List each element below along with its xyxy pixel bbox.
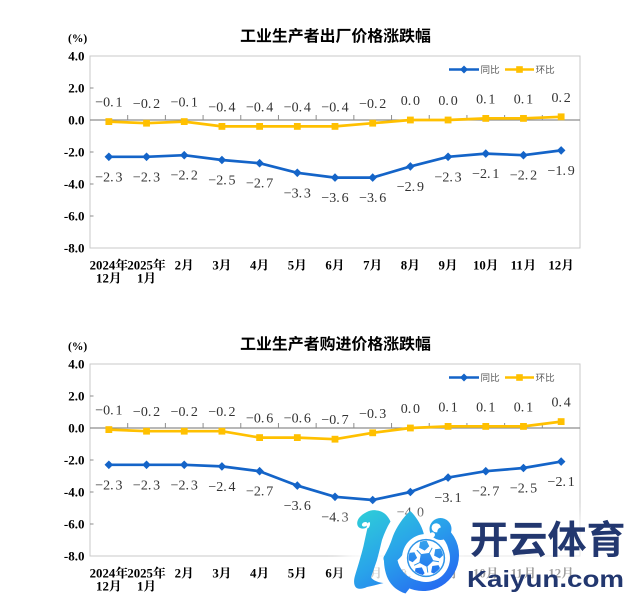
svg-text:−0.4: −0. 4 bbox=[246, 100, 273, 115]
svg-text:0.1: 0. 1 bbox=[514, 400, 533, 415]
svg-text:0.0: 0.0 bbox=[401, 402, 420, 417]
svg-text:−0.7: −0. 7 bbox=[321, 413, 348, 428]
svg-text:−2.3: −2. 3 bbox=[133, 170, 160, 185]
svg-text:−2.3: −2. 3 bbox=[133, 478, 160, 493]
svg-text:0.0: 0.0 bbox=[68, 113, 84, 128]
svg-text:−0.2: −0. 2 bbox=[133, 405, 160, 420]
svg-text:12: 12 bbox=[548, 259, 561, 273]
svg-text:−3.6: −3. 6 bbox=[359, 191, 386, 206]
svg-text:1: 1 bbox=[137, 272, 143, 286]
svg-text:-8.0: -8.0 bbox=[64, 241, 85, 256]
svg-text:−0.2: −0. 2 bbox=[171, 405, 198, 420]
svg-text:12: 12 bbox=[96, 272, 109, 286]
svg-text:2.0: 2.0 bbox=[68, 389, 84, 404]
svg-text:0.1: 0. 1 bbox=[514, 92, 533, 107]
svg-text:1: 1 bbox=[137, 580, 143, 594]
svg-text:3: 3 bbox=[212, 259, 218, 273]
svg-text:2: 2 bbox=[175, 259, 181, 273]
svg-text:-4.0: -4.0 bbox=[64, 485, 85, 500]
svg-text:−0.1: −0. 1 bbox=[95, 404, 122, 419]
svg-text:−0.4: −0. 4 bbox=[208, 100, 235, 115]
svg-text:−0.4: −0. 4 bbox=[284, 100, 311, 115]
svg-text:−2.1: −2. 1 bbox=[472, 167, 499, 182]
svg-text:5: 5 bbox=[288, 567, 294, 581]
svg-text:8: 8 bbox=[401, 259, 407, 273]
svg-text:−3.1: −3. 1 bbox=[434, 491, 461, 506]
svg-text:Kaiyun.com: Kaiyun.com bbox=[467, 566, 624, 592]
svg-text:-4.0: -4.0 bbox=[64, 177, 85, 192]
svg-text:−2.3: −2. 3 bbox=[171, 478, 198, 493]
svg-text:0.2: 0. 2 bbox=[552, 91, 571, 106]
svg-text:−2.3: −2. 3 bbox=[95, 170, 122, 185]
svg-text:-6.0: -6.0 bbox=[64, 209, 85, 224]
svg-text:-6.0: -6.0 bbox=[64, 517, 85, 532]
svg-text:−3.6: −3. 6 bbox=[284, 499, 311, 514]
svg-text:0.0: 0.0 bbox=[68, 421, 84, 436]
svg-text:−2.7: −2. 7 bbox=[246, 485, 273, 500]
svg-text:0.0: 0.0 bbox=[438, 94, 457, 109]
svg-text:4: 4 bbox=[250, 259, 257, 273]
svg-text:4.0: 4.0 bbox=[68, 357, 84, 372]
svg-text:−0.1: −0. 1 bbox=[171, 96, 198, 111]
svg-text:2025: 2025 bbox=[127, 567, 153, 581]
svg-text:−4.3: −4. 3 bbox=[321, 510, 348, 525]
svg-text:−3.6: −3. 6 bbox=[321, 191, 348, 206]
svg-text:−2.9: −2. 9 bbox=[397, 180, 424, 195]
svg-text:−2.1: −2. 1 bbox=[548, 475, 575, 490]
svg-text:0.1: 0. 1 bbox=[476, 92, 495, 107]
svg-text:−2.2: −2. 2 bbox=[171, 169, 198, 184]
svg-text:−0.2: −0. 2 bbox=[359, 97, 386, 112]
svg-text:−0.1: −0. 1 bbox=[95, 96, 122, 111]
svg-text:4: 4 bbox=[250, 567, 257, 581]
svg-text:−2.3: −2. 3 bbox=[434, 170, 461, 185]
svg-text:10: 10 bbox=[473, 259, 486, 273]
svg-text:−1.9: −1. 9 bbox=[548, 164, 575, 179]
svg-text:2025: 2025 bbox=[127, 259, 153, 273]
svg-text:−2.4: −2. 4 bbox=[208, 480, 235, 495]
svg-text:0.1: 0. 1 bbox=[476, 400, 495, 415]
svg-text:0.0: 0.0 bbox=[401, 94, 420, 109]
svg-text:−0.4: −0. 4 bbox=[321, 100, 348, 115]
svg-text:−3.3: −3. 3 bbox=[284, 186, 311, 201]
svg-text:−2.7: −2. 7 bbox=[472, 485, 499, 500]
svg-text:7: 7 bbox=[363, 259, 370, 273]
svg-text:5: 5 bbox=[288, 259, 294, 273]
svg-text:6: 6 bbox=[325, 259, 332, 273]
svg-text:2024: 2024 bbox=[90, 259, 116, 273]
svg-text:3: 3 bbox=[212, 567, 218, 581]
svg-text:2.0: 2.0 bbox=[68, 81, 84, 96]
svg-text:9: 9 bbox=[438, 259, 444, 273]
svg-text:2: 2 bbox=[175, 567, 181, 581]
svg-text:−0.3: −0. 3 bbox=[359, 407, 386, 422]
svg-text:0.1: 0. 1 bbox=[438, 400, 457, 415]
svg-text:11: 11 bbox=[511, 259, 523, 273]
svg-text:6: 6 bbox=[325, 567, 332, 581]
svg-text:-2.0: -2.0 bbox=[64, 453, 85, 468]
svg-text:4.0: 4.0 bbox=[68, 49, 84, 64]
svg-text:−2.5: −2. 5 bbox=[208, 174, 235, 189]
svg-text:−0.2: −0. 2 bbox=[208, 405, 235, 420]
svg-text:−2.3: −2. 3 bbox=[95, 478, 122, 493]
svg-text:-8.0: -8.0 bbox=[64, 549, 85, 564]
svg-text:−0.6: −0. 6 bbox=[284, 412, 311, 427]
svg-text:−2.7: −2. 7 bbox=[246, 177, 273, 192]
svg-text:−0.6: −0. 6 bbox=[246, 412, 273, 427]
svg-text:12: 12 bbox=[96, 580, 109, 594]
svg-text:(%): (%) bbox=[68, 341, 87, 353]
svg-text:0.4: 0. 4 bbox=[552, 396, 571, 411]
svg-text:−2.5: −2. 5 bbox=[510, 482, 537, 497]
svg-text:−2.2: −2. 2 bbox=[510, 169, 537, 184]
svg-text:−0.2: −0. 2 bbox=[133, 97, 160, 112]
svg-text:(%): (%) bbox=[68, 33, 87, 45]
svg-text:2024: 2024 bbox=[90, 567, 116, 581]
svg-text:-2.0: -2.0 bbox=[64, 145, 85, 160]
